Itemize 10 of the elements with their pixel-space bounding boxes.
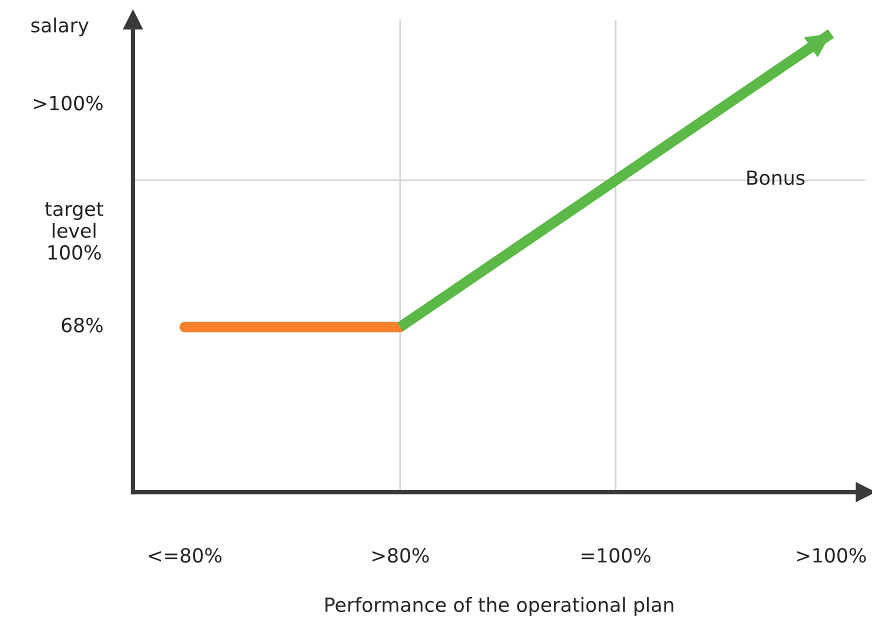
x-tick-label: <=80% <box>148 548 222 563</box>
x-axis-title: Performance of the operational plan <box>326 597 674 616</box>
y-axis-title: salary <box>31 17 89 36</box>
x-tick-label: >100% <box>797 548 866 563</box>
text: >100% <box>34 96 103 110</box>
text: 68% <box>62 318 103 332</box>
x-tick-label: >80% <box>372 548 429 563</box>
text: target level 100% <box>45 202 104 260</box>
x-tick-label: =100% <box>582 548 650 563</box>
text: Bonus <box>747 170 804 186</box>
